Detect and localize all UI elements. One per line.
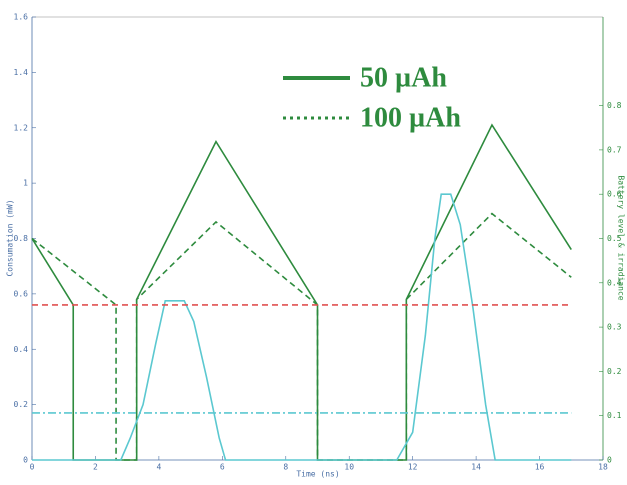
x-tick-label: 8 — [283, 463, 288, 472]
y-tick-label: 1.6 — [14, 13, 29, 22]
y-tick-label: 1.2 — [14, 123, 29, 132]
x-tick-label: 12 — [408, 463, 418, 472]
x-tick-label: 6 — [220, 463, 225, 472]
y-tick-label: 1.4 — [14, 68, 29, 77]
series-line — [31, 212, 572, 461]
y2-tick-label: 0.4 — [607, 278, 622, 287]
y-tick-label: 1 — [23, 179, 28, 188]
y-tick-label: 0 — [23, 456, 28, 465]
y-tick-label: 0.6 — [14, 289, 29, 298]
y-tick-label: 0.4 — [14, 345, 29, 354]
y2-tick-label: 0.2 — [607, 367, 622, 376]
y2-tick-label: 0.7 — [607, 145, 622, 154]
x-tick-label: 0 — [30, 463, 35, 472]
y2-tick-label: 0.8 — [607, 101, 622, 110]
y2-tick-label: 0.3 — [607, 323, 622, 332]
y2-tick-label: 0 — [607, 456, 612, 465]
x-axis-label: Time (ns) — [296, 470, 339, 479]
legend-label: 100 µAh — [360, 102, 461, 133]
x-tick-label: 2 — [93, 463, 98, 472]
x-tick-label: 18 — [598, 463, 608, 472]
y2-axis-label: Battery level & irradiance — [617, 175, 626, 300]
x-tick-label: 16 — [535, 463, 545, 472]
x-tick-label: 10 — [344, 463, 354, 472]
legend-label: 50 µAh — [360, 62, 447, 93]
y-tick-label: 0.8 — [14, 234, 29, 243]
y-axis-label: Consumation (mW) — [6, 199, 15, 276]
series-line — [32, 193, 572, 461]
y2-tick-label: 0.5 — [607, 234, 622, 243]
x-tick-label: 14 — [471, 463, 481, 472]
x-tick-label: 4 — [156, 463, 161, 472]
y2-tick-label: 0.6 — [607, 190, 622, 199]
series-line — [31, 123, 572, 461]
y2-tick-label: 0.1 — [607, 411, 622, 420]
y-tick-label: 0.2 — [14, 400, 29, 409]
